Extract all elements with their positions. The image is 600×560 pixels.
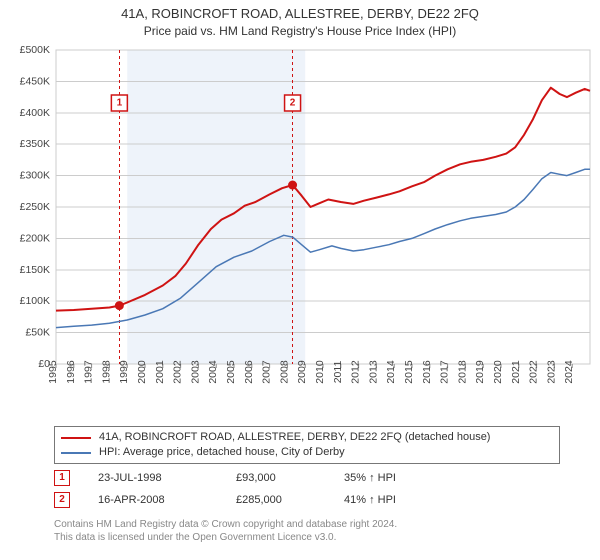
event-price: £285,000 <box>236 490 316 510</box>
legend-swatch <box>61 437 91 439</box>
svg-text:2008: 2008 <box>278 360 290 384</box>
svg-text:1998: 1998 <box>100 360 112 384</box>
legend-item: 41A, ROBINCROFT ROAD, ALLESTREE, DERBY, … <box>61 430 553 445</box>
svg-text:2016: 2016 <box>421 360 433 384</box>
svg-text:£450K: £450K <box>20 75 50 87</box>
svg-text:2013: 2013 <box>367 360 379 384</box>
svg-text:2011: 2011 <box>332 361 344 384</box>
event-row: 1 23-JUL-1998 £93,000 35% ↑ HPI <box>54 468 560 488</box>
event-date: 23-JUL-1998 <box>98 468 208 488</box>
legend: 41A, ROBINCROFT ROAD, ALLESTREE, DERBY, … <box>54 426 560 464</box>
svg-text:2024: 2024 <box>563 360 575 384</box>
legend-label: 41A, ROBINCROFT ROAD, ALLESTREE, DERBY, … <box>99 430 490 445</box>
svg-text:1996: 1996 <box>65 360 77 384</box>
svg-text:£400K: £400K <box>20 107 50 119</box>
svg-text:1995: 1995 <box>47 360 59 384</box>
event-date: 16-APR-2008 <box>98 490 208 510</box>
svg-text:2009: 2009 <box>296 360 308 384</box>
svg-text:1999: 1999 <box>118 360 130 384</box>
svg-text:£300K: £300K <box>20 170 50 182</box>
svg-text:1: 1 <box>117 98 123 109</box>
svg-text:2006: 2006 <box>243 360 255 384</box>
svg-text:1997: 1997 <box>83 360 95 384</box>
svg-text:2012: 2012 <box>350 360 362 384</box>
svg-text:2022: 2022 <box>528 360 540 384</box>
chart-title: 41A, ROBINCROFT ROAD, ALLESTREE, DERBY, … <box>0 6 600 21</box>
footnote-line: This data is licensed under the Open Gov… <box>54 531 560 544</box>
svg-text:£150K: £150K <box>20 264 50 276</box>
price-chart: £0£50K£100K£150K£200K£250K£300K£350K£400… <box>0 44 600 420</box>
svg-text:£100K: £100K <box>20 295 50 307</box>
event-hpi: 41% ↑ HPI <box>344 490 396 510</box>
event-row: 2 16-APR-2008 £285,000 41% ↑ HPI <box>54 490 560 510</box>
svg-text:£50K: £50K <box>25 327 50 339</box>
legend-swatch <box>61 452 91 454</box>
legend-label: HPI: Average price, detached house, City… <box>99 445 345 460</box>
svg-text:£500K: £500K <box>20 44 50 56</box>
svg-text:2017: 2017 <box>439 360 451 384</box>
svg-text:2020: 2020 <box>492 360 504 384</box>
svg-text:2018: 2018 <box>456 360 468 384</box>
svg-text:2010: 2010 <box>314 360 326 384</box>
svg-text:2019: 2019 <box>474 360 486 384</box>
event-hpi: 35% ↑ HPI <box>344 468 396 488</box>
svg-text:£200K: £200K <box>20 232 50 244</box>
footnote-line: Contains HM Land Registry data © Crown c… <box>54 518 560 531</box>
event-marker-box: 1 <box>54 470 70 486</box>
svg-text:2021: 2021 <box>510 360 522 384</box>
svg-text:2005: 2005 <box>225 360 237 384</box>
chart-subtitle: Price paid vs. HM Land Registry's House … <box>0 24 600 38</box>
svg-text:2004: 2004 <box>207 360 219 384</box>
figure: 41A, ROBINCROFT ROAD, ALLESTREE, DERBY, … <box>0 0 600 560</box>
svg-text:2014: 2014 <box>385 360 397 384</box>
svg-text:2002: 2002 <box>172 360 184 384</box>
event-marker-box: 2 <box>54 492 70 508</box>
svg-text:2023: 2023 <box>545 360 557 384</box>
svg-text:2007: 2007 <box>261 360 273 384</box>
svg-text:2: 2 <box>290 98 296 109</box>
event-table: 1 23-JUL-1998 £93,000 35% ↑ HPI 2 16-APR-2008… <box>54 468 560 512</box>
legend-item: HPI: Average price, detached house, City… <box>61 445 553 460</box>
svg-text:2000: 2000 <box>136 360 148 384</box>
footnote: Contains HM Land Registry data © Crown c… <box>54 518 560 544</box>
svg-text:2015: 2015 <box>403 360 415 384</box>
svg-text:£250K: £250K <box>20 201 50 213</box>
svg-text:2001: 2001 <box>154 360 166 384</box>
svg-text:2003: 2003 <box>189 360 201 384</box>
event-price: £93,000 <box>236 468 316 488</box>
svg-text:£350K: £350K <box>20 138 50 150</box>
